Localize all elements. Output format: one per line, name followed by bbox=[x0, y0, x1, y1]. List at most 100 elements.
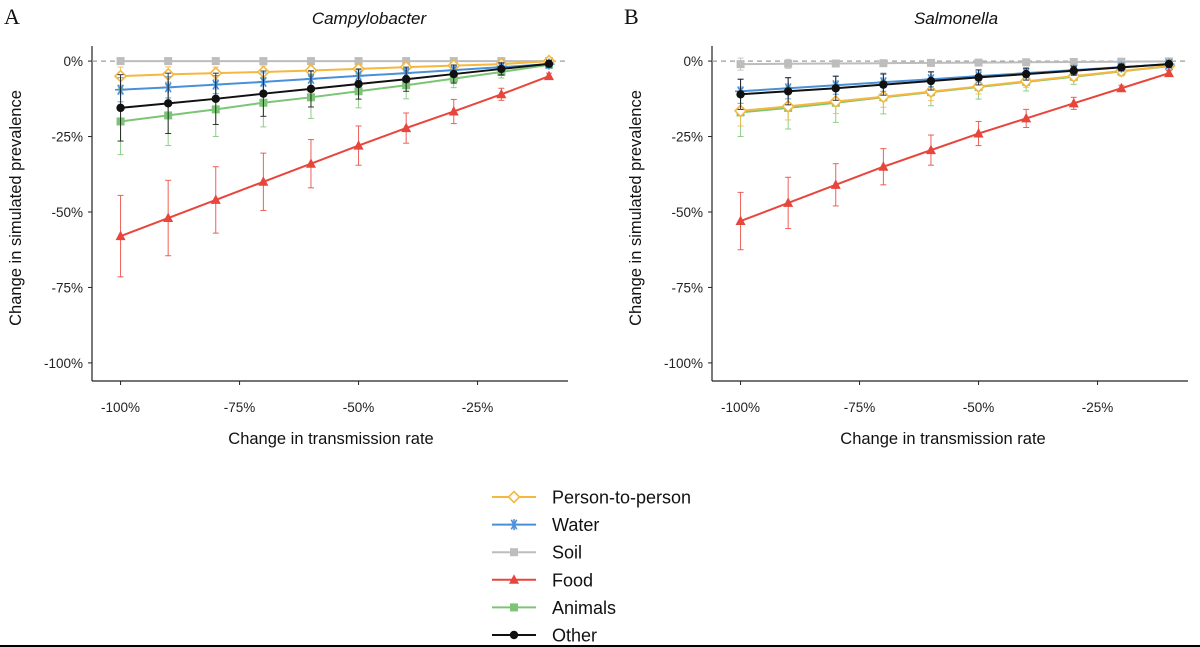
legend-marker-water bbox=[508, 519, 520, 531]
x-tick-label: -50% bbox=[343, 400, 375, 415]
panel-label: A bbox=[4, 4, 20, 29]
panel-label: B bbox=[624, 4, 639, 29]
data-point-food bbox=[783, 197, 794, 207]
data-point-food bbox=[1021, 112, 1032, 123]
y-tick-label: -50% bbox=[671, 205, 703, 220]
legend-marker-food bbox=[509, 574, 519, 584]
data-point-soil bbox=[736, 60, 745, 69]
data-point-other bbox=[974, 73, 983, 82]
x-tick-label: -25% bbox=[1082, 400, 1114, 415]
data-point-other bbox=[1069, 66, 1078, 75]
data-point-food bbox=[258, 176, 269, 186]
data-point-food bbox=[543, 70, 554, 81]
data-point-food bbox=[735, 215, 746, 226]
data-point-soil bbox=[831, 59, 840, 68]
data-point-soil bbox=[974, 58, 983, 67]
y-tick-label: -25% bbox=[51, 130, 83, 145]
data-point-food bbox=[305, 158, 316, 168]
series-line-animals bbox=[120, 63, 550, 123]
series-line-other bbox=[120, 62, 550, 109]
data-point-p2p bbox=[971, 79, 986, 94]
legend-label: Water bbox=[552, 515, 599, 535]
data-point-soil bbox=[116, 57, 125, 66]
legend-marker-p2p bbox=[507, 490, 521, 504]
legend-marker-soil bbox=[510, 548, 518, 557]
data-point-soil bbox=[259, 57, 268, 66]
series-other bbox=[736, 59, 1174, 110]
legend-item-food: Food bbox=[492, 570, 593, 590]
data-point-other bbox=[879, 80, 888, 89]
data-point-food bbox=[353, 140, 364, 150]
data-point-other bbox=[259, 89, 268, 98]
series-line-other bbox=[740, 63, 1170, 96]
data-point-p2p bbox=[876, 90, 890, 104]
data-point-p2p bbox=[924, 84, 938, 99]
data-point-other bbox=[1164, 59, 1174, 69]
data-point-other bbox=[783, 87, 793, 96]
y-axis-label: Change in simulated prevalence bbox=[7, 90, 25, 326]
data-point-soil bbox=[879, 59, 888, 68]
series-food bbox=[115, 70, 554, 278]
data-point-other bbox=[401, 74, 411, 84]
data-point-food bbox=[830, 179, 841, 189]
x-tick-label: -75% bbox=[844, 400, 876, 415]
y-tick-label: -100% bbox=[664, 356, 703, 371]
y-tick-label: 0% bbox=[63, 54, 83, 69]
x-tick-label: -50% bbox=[963, 400, 995, 415]
data-point-food bbox=[1163, 67, 1174, 78]
y-tick-label: -75% bbox=[51, 280, 83, 295]
data-point-soil bbox=[354, 57, 363, 66]
legend-item-water: Water bbox=[492, 515, 599, 535]
data-point-food bbox=[401, 122, 412, 133]
data-point-p2p bbox=[1019, 74, 1033, 88]
x-axis-label: Change in transmission rate bbox=[840, 430, 1045, 448]
axis-ticks: 0% -25% -50% -75% -100% -100% -75% -50% -25% bbox=[664, 46, 1188, 415]
data-point-other bbox=[116, 103, 125, 113]
data-point-food bbox=[878, 161, 889, 171]
data-point-food bbox=[210, 194, 221, 204]
y-tick-label: 0% bbox=[683, 54, 703, 69]
data-point-soil bbox=[1069, 57, 1078, 66]
series-food bbox=[735, 67, 1174, 251]
axis-ticks: 0% -25% -50% -75% -100% -100% -75% -50% -25% bbox=[44, 46, 568, 415]
series-water bbox=[735, 58, 1175, 104]
data-point-soil bbox=[164, 57, 173, 66]
legend-label: Other bbox=[552, 626, 597, 646]
legend-item-animals: Animals bbox=[492, 598, 616, 618]
legend-marker-animals bbox=[510, 603, 518, 612]
data-point-soil bbox=[926, 58, 935, 67]
series-line-water bbox=[120, 63, 550, 91]
legend-label: Animals bbox=[552, 598, 616, 618]
y-tick-label: -75% bbox=[671, 280, 703, 295]
data-point-food bbox=[448, 105, 459, 116]
data-point-food bbox=[496, 88, 507, 99]
legend-item-soil: Soil bbox=[492, 543, 582, 563]
x-tick-label: -25% bbox=[462, 400, 494, 415]
data-point-soil bbox=[306, 57, 315, 66]
series-line-food bbox=[120, 75, 550, 238]
x-axis-label: Change in transmission rate bbox=[228, 430, 433, 448]
series-other bbox=[116, 59, 554, 142]
data-point-food bbox=[1116, 82, 1127, 93]
data-point-food bbox=[1068, 97, 1079, 108]
data-point-other bbox=[306, 84, 316, 94]
panel-salmonella: B Salmonella Change in simulated prevale… bbox=[624, 4, 1188, 448]
y-tick-label: -50% bbox=[51, 205, 83, 220]
series-line-p2p bbox=[120, 60, 550, 78]
data-point-p2p bbox=[829, 94, 843, 109]
data-point-other bbox=[211, 94, 220, 104]
legend-label: Person-to-person bbox=[552, 488, 691, 508]
y-axis-label: Change in simulated prevalence bbox=[627, 90, 645, 326]
series-line-soil bbox=[740, 60, 1169, 66]
data-point-food bbox=[925, 144, 936, 155]
data-point-other bbox=[926, 76, 936, 86]
x-tick-label: -100% bbox=[101, 400, 140, 415]
data-point-soil bbox=[784, 59, 793, 68]
data-point-other bbox=[163, 99, 173, 108]
data-point-food bbox=[115, 230, 126, 241]
legend-label: Soil bbox=[552, 543, 582, 563]
y-tick-label: -100% bbox=[44, 356, 83, 371]
legend-item-p2p: Person-to-person bbox=[492, 488, 691, 508]
chart-title: Campylobacter bbox=[312, 9, 428, 28]
series-line-p2p bbox=[740, 64, 1170, 112]
